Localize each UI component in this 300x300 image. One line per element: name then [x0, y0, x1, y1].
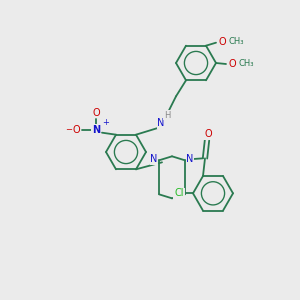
Text: O: O: [204, 129, 212, 139]
Text: +: +: [103, 118, 110, 127]
Text: O: O: [92, 108, 100, 118]
Text: N: N: [92, 125, 100, 135]
Text: CH₃: CH₃: [228, 37, 244, 46]
Text: O: O: [218, 37, 226, 47]
Text: CH₃: CH₃: [238, 59, 254, 68]
Text: N: N: [186, 154, 194, 164]
Text: N: N: [157, 118, 165, 128]
Text: −: −: [65, 125, 73, 134]
Text: H: H: [164, 111, 170, 120]
Text: O: O: [228, 59, 236, 69]
Text: Cl: Cl: [174, 188, 184, 198]
Text: N: N: [150, 154, 158, 164]
Text: O: O: [72, 125, 80, 135]
